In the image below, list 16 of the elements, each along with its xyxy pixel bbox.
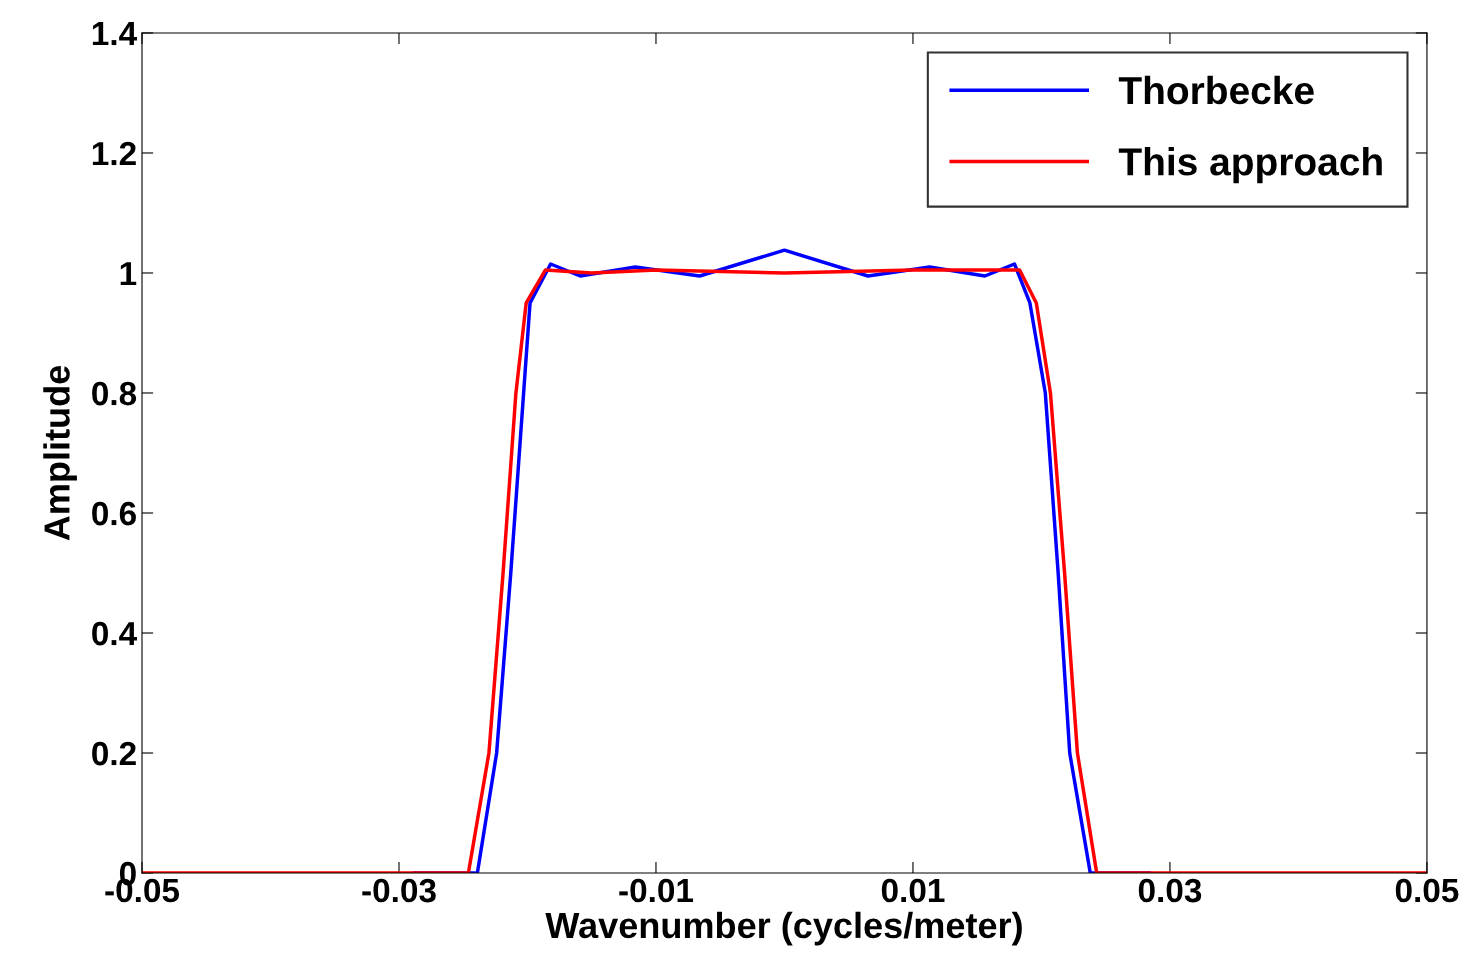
x-tick-label: 0.03 <box>1138 878 1202 903</box>
y-axis-title: Amplitude <box>43 365 77 541</box>
y-tick-label: 1.2 <box>92 141 136 166</box>
x-axis-title: Wavenumber (cycles/meter) <box>545 911 1022 946</box>
x-tick-label: -0.01 <box>619 878 694 903</box>
x-tick-label: 0.01 <box>881 878 945 903</box>
x-tick-label: -0.03 <box>362 878 436 903</box>
y-tick-label: 0.2 <box>92 741 136 766</box>
y-tick-label: 1 <box>120 262 137 286</box>
x-tick-label: 0.05 <box>1395 878 1459 903</box>
legend-label: Thorbecke <box>1118 75 1314 105</box>
y-tick-label: 0.4 <box>92 621 137 646</box>
y-tick-label: 0.6 <box>92 501 136 526</box>
y-tick-label: 1.4 <box>92 22 137 46</box>
legend-label: This approach <box>1118 147 1382 184</box>
y-tick-label: 0.8 <box>92 381 137 406</box>
